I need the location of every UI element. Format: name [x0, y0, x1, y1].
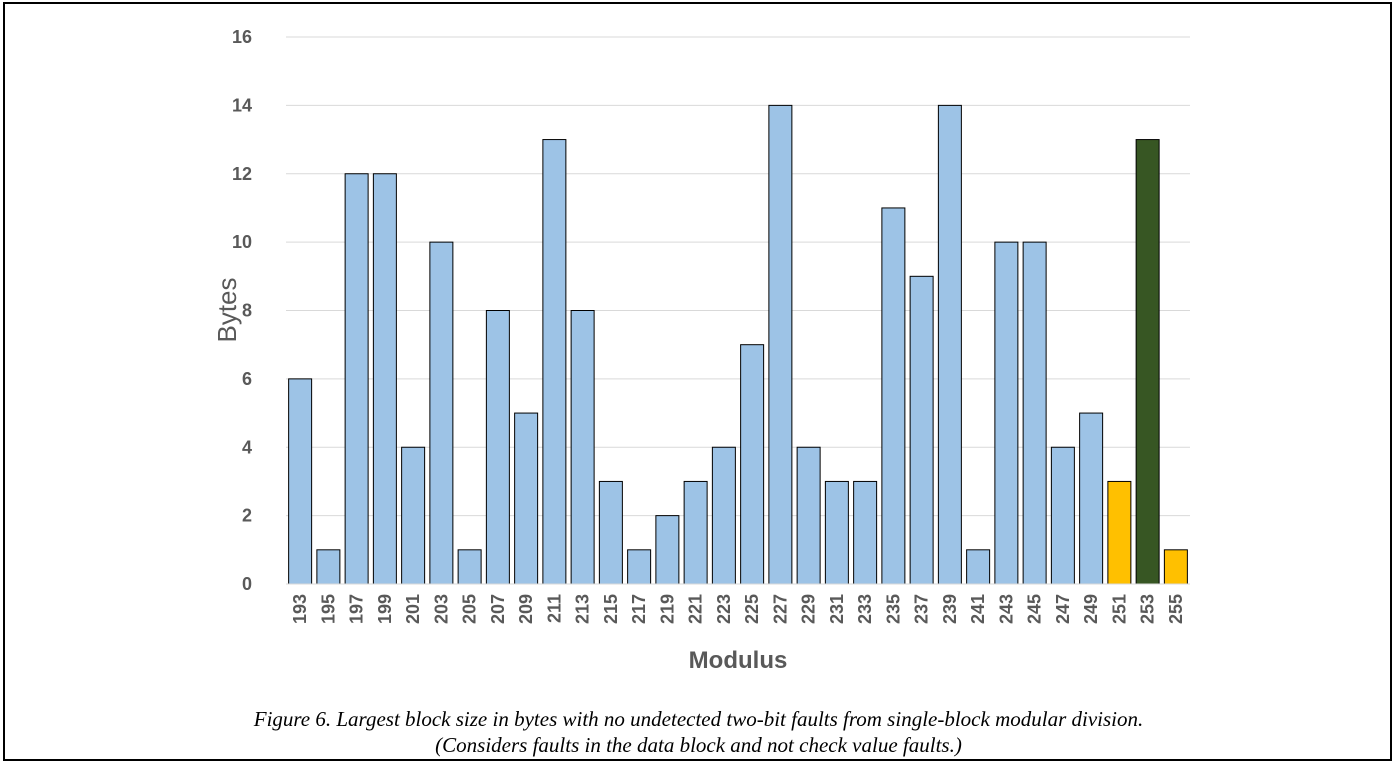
bar-227 — [768, 104, 793, 585]
bar-243 — [994, 241, 1019, 585]
bar-215 — [598, 480, 623, 585]
bar-223 — [711, 446, 736, 585]
x-tick-label: 193 — [290, 594, 310, 624]
figure-frame — [3, 2, 1392, 761]
gridlines — [286, 36, 1190, 517]
x-tick-label: 229 — [799, 594, 819, 624]
bar-253 — [1135, 139, 1160, 585]
y-tick-label: 0 — [242, 574, 252, 594]
y-axis-ticks: 0 2 4 6 8 10 12 14 16 — [232, 27, 252, 594]
x-tick-label: 225 — [742, 594, 762, 624]
bar-241 — [966, 549, 991, 585]
x-tick-label: 227 — [770, 594, 790, 624]
x-tick-label: 237 — [912, 594, 932, 624]
bar-207 — [485, 310, 510, 585]
bar-221 — [683, 480, 708, 585]
x-tick-label: 197 — [347, 594, 367, 624]
x-tick-label: 245 — [1025, 594, 1045, 624]
y-tick-label: 10 — [232, 232, 252, 252]
bar-195 — [316, 549, 341, 585]
x-tick-label: 243 — [996, 594, 1016, 624]
x-tick-label: 205 — [460, 594, 480, 624]
x-tick-label: 219 — [657, 594, 677, 624]
x-tick-label: 249 — [1081, 594, 1101, 624]
bar-255 — [1163, 549, 1188, 585]
bar-203 — [429, 241, 454, 585]
bar-235 — [881, 207, 906, 585]
x-tick-label: 233 — [855, 594, 875, 624]
bar-209 — [514, 412, 539, 585]
x-tick-label: 195 — [318, 594, 338, 624]
y-tick-label: 14 — [232, 95, 252, 115]
x-tick-label: 241 — [968, 594, 988, 624]
x-tick-label: 213 — [573, 594, 593, 624]
x-tick-label: 215 — [601, 594, 621, 624]
x-tick-label: 203 — [431, 594, 451, 624]
x-tick-label: 209 — [516, 594, 536, 624]
bar-237 — [909, 275, 934, 585]
bar-205 — [457, 549, 482, 585]
x-tick-label: 247 — [1053, 594, 1073, 624]
bar-247 — [1050, 446, 1075, 585]
figure-caption-line-2: (Considers faults in the data block and … — [435, 733, 962, 757]
bar-249 — [1079, 412, 1104, 585]
y-tick-label: 12 — [232, 164, 252, 184]
y-tick-label: 2 — [242, 506, 252, 526]
x-tick-label: 217 — [629, 594, 649, 624]
bar-239 — [937, 104, 962, 585]
x-tick-label: 251 — [1109, 594, 1129, 624]
bar-chart: 0 2 4 6 8 10 12 14 16 193 195 197 199 201 203 205 207 20… — [212, 27, 1190, 674]
bar-225 — [740, 344, 765, 585]
x-tick-label: 253 — [1138, 594, 1158, 624]
y-axis-title: Bytes — [212, 277, 242, 342]
figure-caption-line-1: Figure 6. Largest block size in bytes wi… — [253, 707, 1144, 731]
x-tick-label: 211 — [544, 594, 564, 623]
x-tick-label: 223 — [714, 594, 734, 624]
bar-213 — [570, 310, 595, 585]
x-tick-label: 255 — [1166, 594, 1186, 624]
x-tick-label: 235 — [883, 594, 903, 624]
x-tick-label: 199 — [375, 594, 395, 624]
y-tick-label: 8 — [242, 301, 252, 321]
bar-211 — [542, 139, 567, 585]
bar-231 — [824, 480, 849, 585]
y-tick-label: 16 — [232, 27, 252, 47]
x-axis-title: Modulus — [689, 647, 788, 674]
bar-201 — [401, 446, 426, 585]
x-tick-label: 231 — [827, 594, 847, 624]
y-tick-label: 6 — [242, 369, 252, 389]
bar-233 — [853, 480, 878, 585]
bar-229 — [796, 446, 821, 585]
bar-245 — [1022, 241, 1047, 585]
x-tick-label: 201 — [403, 594, 423, 624]
x-tick-label: 221 — [686, 594, 706, 624]
bar-251 — [1107, 480, 1132, 585]
bar-199 — [372, 173, 397, 585]
x-axis-ticks: 193 195 197 199 201 203 205 207 209 211 213 215 217 2… — [290, 594, 1186, 624]
bar-219 — [655, 515, 680, 585]
y-tick-label: 4 — [242, 437, 252, 457]
x-tick-label: 239 — [940, 594, 960, 624]
bar-193 — [288, 378, 313, 585]
bar-217 — [627, 549, 652, 585]
bar-197 — [344, 173, 369, 585]
bars — [288, 104, 1188, 585]
x-tick-label: 207 — [488, 594, 508, 624]
